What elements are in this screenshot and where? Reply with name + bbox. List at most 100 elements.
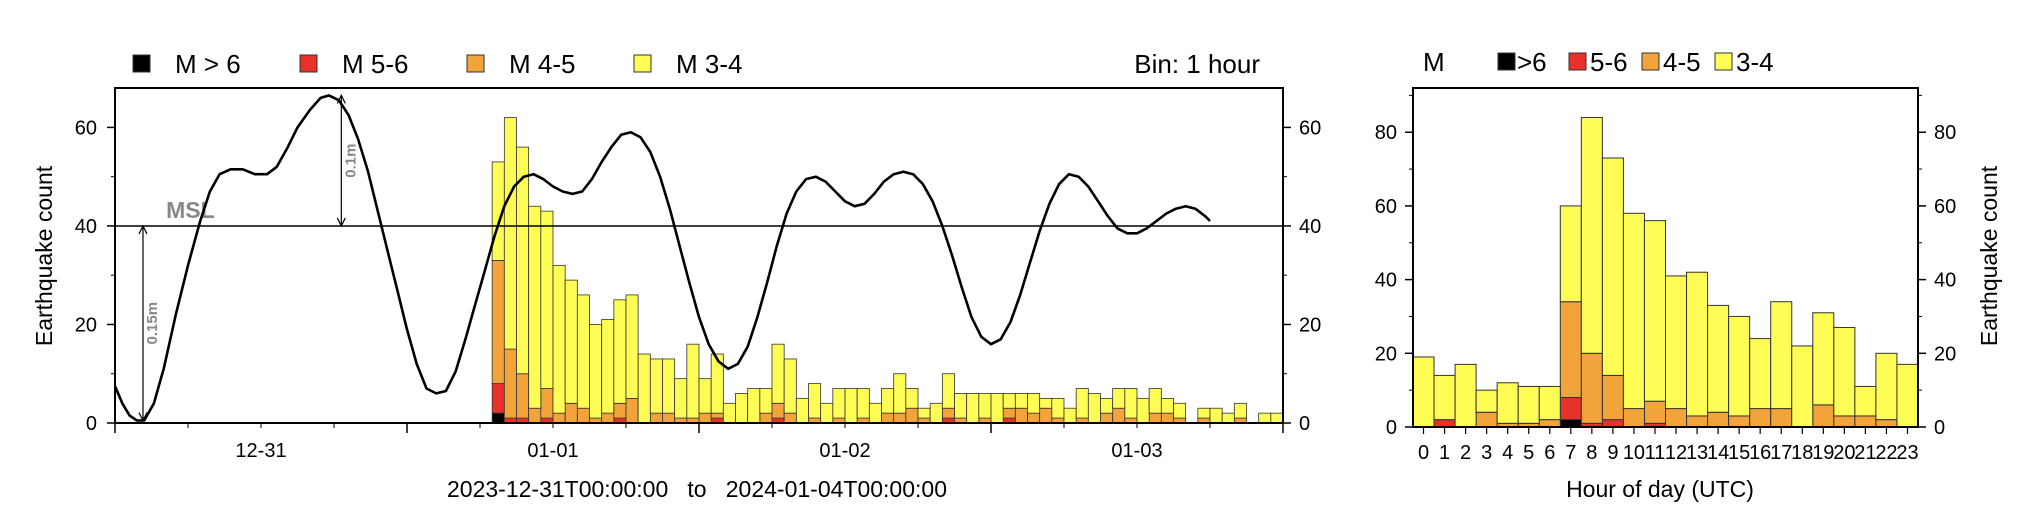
left-x-tick-label: 01-02 bbox=[819, 440, 870, 462]
bar-m34 bbox=[1051, 397, 1065, 419]
right-y-axis-label: Earthquake count bbox=[1976, 165, 2002, 346]
hour-bar-m34 bbox=[1433, 374, 1456, 421]
bar-m34 bbox=[1160, 397, 1174, 414]
right-chart-y-tick-label-r: 60 bbox=[1934, 196, 1956, 218]
hour-bar-m56 bbox=[1559, 397, 1582, 421]
bar-m34 bbox=[1002, 393, 1016, 409]
right-chart-x-tick-label: 1 bbox=[1439, 442, 1450, 464]
hour-bar-m45 bbox=[1580, 352, 1603, 424]
left-axes: 0 0 20 20 40 40 60 60 12-31 01-01 01-02 01-03 bbox=[75, 117, 1322, 462]
bar-m34 bbox=[795, 397, 809, 424]
bar-m34 bbox=[735, 393, 749, 424]
bar-m45 bbox=[1039, 407, 1053, 424]
right-frame bbox=[1412, 87, 1919, 428]
right-chart-x-tick-label: 13 bbox=[1686, 442, 1708, 464]
right-chart-x-tick-label: 5 bbox=[1523, 442, 1534, 464]
bar-m34 bbox=[1197, 407, 1211, 419]
bar-m34 bbox=[1027, 393, 1041, 414]
bar-m34 bbox=[710, 353, 724, 414]
bar-m34 bbox=[564, 279, 578, 404]
hour-bar-m34 bbox=[1580, 116, 1603, 354]
hour-bar-m34 bbox=[1412, 356, 1435, 428]
bar-m34 bbox=[1148, 388, 1162, 414]
right-chart-x-tick-label: 7 bbox=[1565, 442, 1576, 464]
right-chart-x-tick-label: 15 bbox=[1728, 442, 1750, 464]
hour-bar-m34 bbox=[1833, 327, 1856, 417]
hour-bar-m45 bbox=[1707, 411, 1730, 428]
bar-m34 bbox=[1221, 412, 1235, 424]
hour-bar-m45 bbox=[1643, 400, 1667, 424]
bar-m45 bbox=[893, 412, 907, 424]
right-chart-x-tick-label: 0 bbox=[1418, 442, 1429, 464]
right-legend: M >6 5-6 4-5 3-4 bbox=[1423, 47, 1774, 77]
bar-m34 bbox=[637, 353, 651, 424]
hour-bar-m34 bbox=[1643, 220, 1667, 402]
bar-m34 bbox=[674, 378, 688, 419]
bar-m34 bbox=[1112, 388, 1126, 409]
bar-m34 bbox=[528, 205, 542, 409]
left-y-tick-label: 40 bbox=[75, 216, 97, 238]
bar-m34 bbox=[844, 388, 858, 424]
right-plot-frame bbox=[1412, 87, 1919, 428]
bar-m34 bbox=[503, 117, 517, 350]
legend-label-m34: M 3-4 bbox=[676, 49, 742, 79]
hour-bar-m45 bbox=[1475, 411, 1498, 428]
bar-m56 bbox=[491, 383, 505, 414]
left-legend: M > 6 M 5-6 M 4-5 M 3-4 Bin: 1 hour bbox=[132, 49, 1260, 79]
bar-m6 bbox=[491, 412, 505, 424]
hour-bar-m45 bbox=[1833, 415, 1856, 428]
bar-m45 bbox=[528, 407, 542, 424]
left-x-axis-label: 2023-12-31T00:00:00 to 2024-01-04T00:00:… bbox=[447, 476, 947, 502]
left-y-axis-label: Earthquake count bbox=[31, 165, 57, 346]
bar-m45 bbox=[491, 260, 505, 384]
hour-bar-m45 bbox=[1875, 419, 1898, 428]
bar-m34 bbox=[625, 294, 639, 399]
bar-m45 bbox=[1112, 407, 1126, 424]
hour-bar-m34 bbox=[1665, 275, 1688, 410]
hour-bar-m6 bbox=[1559, 419, 1582, 428]
bar-m34 bbox=[1209, 407, 1223, 424]
right-legend-swatch-m34 bbox=[1714, 52, 1733, 71]
bar-m45 bbox=[649, 412, 663, 424]
bar-m45 bbox=[662, 412, 676, 424]
hour-bar-m34 bbox=[1475, 389, 1498, 413]
bar-m45 bbox=[516, 373, 530, 419]
right-chart-x-tick-label: 22 bbox=[1875, 442, 1897, 464]
right-legend-label-m56: 5-6 bbox=[1590, 47, 1628, 77]
legend-swatch-m45 bbox=[466, 54, 485, 73]
bar-m34 bbox=[978, 393, 992, 419]
right-chart-x-tick-label: 12 bbox=[1665, 442, 1687, 464]
hour-bar-m45 bbox=[1686, 415, 1709, 428]
legend-label-m45: M 4-5 bbox=[509, 49, 575, 79]
bar-m45 bbox=[759, 412, 773, 424]
hour-bar-m45 bbox=[1665, 408, 1688, 428]
right-chart-y-tick-label-r: 0 bbox=[1934, 417, 1945, 439]
legend-label-m56: M 5-6 bbox=[342, 49, 408, 79]
tide-arrowhead bbox=[336, 217, 346, 228]
right-chart-x-tick-label: 19 bbox=[1812, 442, 1834, 464]
legend-swatch-m56 bbox=[299, 54, 318, 73]
right-legend-title: M bbox=[1423, 47, 1445, 77]
bar-m34 bbox=[1270, 412, 1284, 424]
bar-m34 bbox=[1233, 402, 1247, 419]
left-right-y-tick-label: 40 bbox=[1299, 216, 1321, 238]
bar-m34 bbox=[649, 358, 663, 414]
bar-m34 bbox=[868, 402, 882, 424]
right-legend-swatch-m6 bbox=[1497, 52, 1516, 71]
hour-bar-m45 bbox=[1622, 408, 1645, 428]
bar-m45 bbox=[710, 412, 724, 419]
bar-m34 bbox=[820, 402, 834, 424]
tide-annotation-label: 0.1m bbox=[342, 144, 359, 178]
tide-line bbox=[113, 94, 1211, 422]
bar-m34 bbox=[1173, 402, 1187, 419]
bar-m34 bbox=[662, 358, 676, 414]
bar-m34 bbox=[552, 264, 566, 414]
left-right-y-tick-label: 20 bbox=[1299, 314, 1321, 336]
right-chart-x-tick-label: 14 bbox=[1707, 442, 1729, 464]
left-frame bbox=[114, 87, 1284, 424]
legend-swatch-m6 bbox=[132, 54, 151, 73]
bar-m45 bbox=[552, 412, 566, 424]
bar-m34 bbox=[856, 388, 870, 419]
right-chart-x-tick-label: 21 bbox=[1854, 442, 1876, 464]
